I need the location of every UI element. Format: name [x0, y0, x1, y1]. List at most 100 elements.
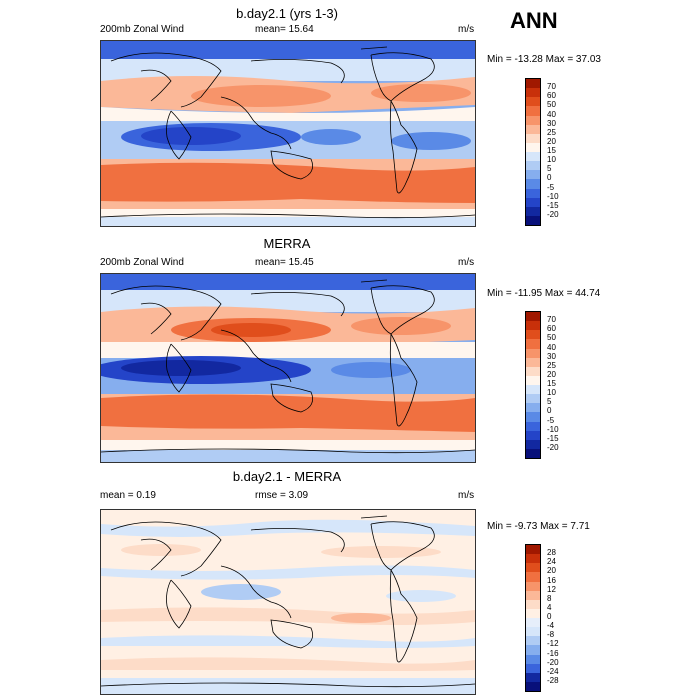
colorbar-swatch [526, 590, 540, 600]
colorbar-tick-label: 24 [547, 557, 556, 567]
panel-3-left-label: mean = 0.19 [100, 490, 156, 501]
colorbar-swatch [526, 88, 540, 98]
colorbar-swatch [526, 599, 540, 609]
colorbar-swatch [526, 142, 540, 152]
colorbar-tick-label: 25 [547, 127, 556, 137]
colorbar-swatch [526, 430, 540, 440]
colorbar-swatch [526, 215, 540, 225]
colorbar-swatch [526, 403, 540, 413]
season-label: ANN [510, 8, 558, 33]
colorbar-swatch [526, 170, 540, 180]
colorbar-tick-label: 50 [547, 333, 556, 343]
colorbar-tick-label: 8 [547, 593, 552, 603]
colorbar-swatch [526, 554, 540, 564]
panel-1-minmax: Min = -13.28 Max = 37.03 [487, 54, 601, 65]
colorbar-swatch [526, 439, 540, 449]
colorbar-swatch [526, 206, 540, 216]
colorbar-swatch [526, 672, 540, 682]
panel-3-center-label: rmse = 3.09 [255, 490, 309, 501]
colorbar-tick-label: 25 [547, 360, 556, 370]
colorbar-tick-label: 15 [547, 146, 556, 155]
panel-2-center-label: mean= 15.45 [255, 257, 314, 268]
colorbar-tick-label: 70 [547, 315, 556, 325]
colorbar-swatch [526, 161, 540, 171]
colorbar-swatch [526, 312, 540, 322]
colorbar-swatch [526, 636, 540, 646]
colorbar-swatch [526, 618, 540, 628]
panel-3-minmax: Min = -9.73 Max = 7.71 [487, 521, 590, 532]
colorbar-tick-label: 28 [547, 548, 556, 558]
colorbar-tick-label: 50 [547, 100, 556, 110]
colorbar-tick-label: 12 [547, 584, 556, 594]
colorbar-tick-label: 0 [547, 173, 552, 183]
colorbar-tick-label: -4 [547, 621, 555, 631]
colorbar-tick-label: 5 [547, 164, 552, 174]
colorbar-tick-label: 40 [547, 342, 556, 352]
panel-3-map-svg [101, 510, 475, 694]
colorbar-tick-label: 15 [547, 379, 556, 388]
colorbar-swatch [526, 188, 540, 198]
panel-1-units: m/s [458, 24, 475, 35]
colorbar-tick-label: 16 [547, 575, 556, 585]
colorbar-swatch [526, 654, 540, 664]
colorbar-tick-label: 0 [547, 406, 552, 416]
panel-1-map-svg [101, 41, 475, 226]
colorbar-tick-label: -28 [547, 675, 559, 685]
colorbar-swatch [526, 412, 540, 422]
panel-1-left-label: 200mb Zonal Wind [100, 24, 184, 35]
colorbar-swatch [526, 572, 540, 582]
colorbar-tick-label: -10 [547, 191, 559, 201]
colorbar-swatch [526, 124, 540, 134]
colorbar-swatch [526, 608, 540, 618]
colorbar-tick-label: -20 [547, 209, 559, 219]
colorbar-tick-label: 30 [547, 351, 556, 361]
panel-3-units: m/s [458, 490, 475, 501]
panel-2-title: MERRA [263, 236, 311, 251]
panel-2-map-svg [101, 274, 475, 462]
colorbar-swatch [526, 663, 540, 673]
colorbar-swatch [526, 152, 540, 162]
colorbar-tick-label: 10 [547, 155, 556, 165]
colorbar-swatch [526, 421, 540, 431]
colorbar-swatch [526, 448, 540, 458]
panel-3-title: b.day2.1 - MERRA [232, 469, 342, 484]
colorbar-swatch [526, 545, 540, 555]
colorbar-swatch [526, 348, 540, 358]
colorbar-tick-label: 4 [547, 602, 552, 612]
panel-2-minmax: Min = -11.95 Max = 44.74 [487, 288, 601, 299]
panel-2-left-label: 200mb Zonal Wind [100, 257, 184, 268]
colorbar-tick-label: -5 [547, 415, 555, 425]
colorbar-tick-label: 20 [547, 566, 556, 576]
panel-1-map [100, 40, 476, 227]
colorbar-tick-label: -15 [547, 200, 559, 210]
colorbar-tick-label: -16 [547, 648, 559, 658]
colorbar-tick-label: 20 [547, 369, 556, 379]
colorbar-swatch [526, 581, 540, 591]
colorbar-swatch [526, 179, 540, 189]
colorbar-swatch [526, 97, 540, 107]
colorbar-tick-label: 60 [547, 324, 556, 334]
colorbar-swatch [526, 106, 540, 116]
colorbar-swatch [526, 339, 540, 349]
colorbar-swatch [526, 357, 540, 367]
panel-3-colorbar [525, 544, 541, 692]
colorbar-tick-label: 60 [547, 91, 556, 101]
colorbar-swatch [526, 627, 540, 637]
panel-1-title: b.day2.1 (yrs 1-3) [236, 6, 338, 21]
colorbar-tick-label: -20 [547, 442, 559, 452]
colorbar-tick-label: -10 [547, 424, 559, 434]
colorbar-swatch [526, 645, 540, 655]
colorbar-tick-label: -24 [547, 666, 559, 676]
panel-2-map [100, 273, 476, 463]
colorbar-swatch [526, 394, 540, 404]
panel-1-colorbar [525, 78, 541, 226]
colorbar-tick-label: -20 [547, 657, 559, 667]
colorbar-swatch [526, 79, 540, 89]
colorbar-swatch [526, 375, 540, 385]
colorbar-swatch [526, 321, 540, 331]
panel-1-center-label: mean= 15.64 [255, 24, 314, 35]
colorbar-swatch [526, 115, 540, 125]
colorbar-tick-label: -5 [547, 182, 555, 192]
colorbar-tick-label: 30 [547, 118, 556, 128]
colorbar-tick-label: 70 [547, 82, 556, 92]
